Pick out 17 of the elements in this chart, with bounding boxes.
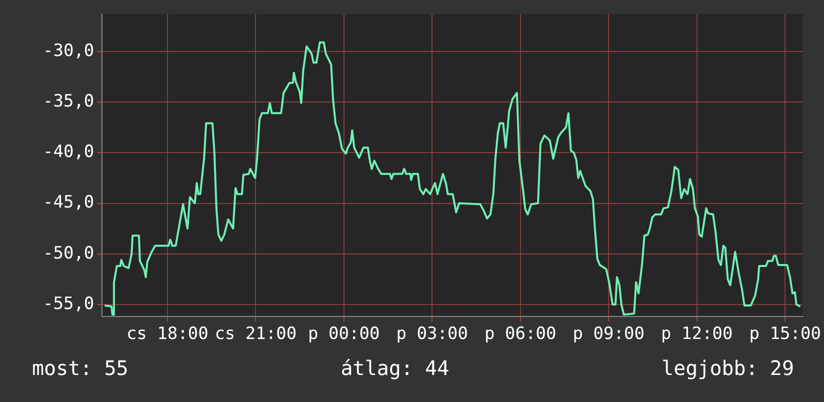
y-tick-label: -45,0 [42,192,94,213]
y-tick-label: -55,0 [42,294,94,314]
y-tick-label: -40,0 [42,142,94,162]
x-tick-label: cs 21:00 [214,324,297,344]
x-tick-label: p 12:00 [661,324,733,344]
x-tick-label: p 06:00 [484,324,556,344]
x-tick-label: p 00:00 [308,324,380,344]
y-tick-label: -50,0 [42,243,94,264]
x-tick-label: cs 18:00 [126,324,208,344]
x-tick-label: p 03:00 [396,324,468,344]
text: legjobb: 29 [662,356,794,382]
text: átlag: 44 [340,356,450,382]
y-tick-label: -30,0 [42,40,94,61]
x-tick-label: p 15:00 [749,324,821,344]
y-tick-label: -35,0 [42,91,94,112]
text: most: 55 [32,356,128,382]
x-tick-label: p 09:00 [572,324,644,344]
